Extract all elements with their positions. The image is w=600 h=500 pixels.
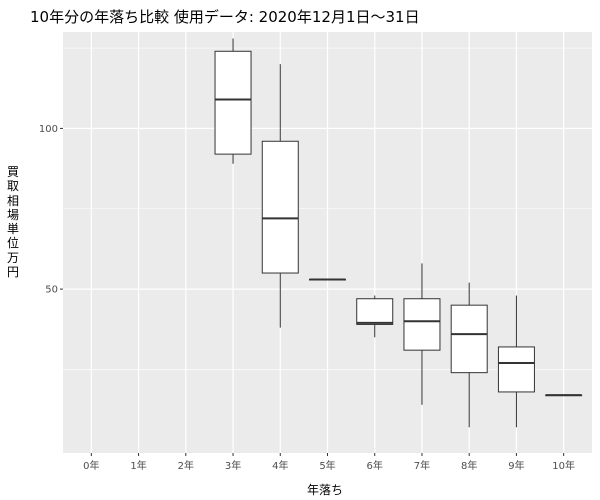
box-9年 bbox=[497, 295, 535, 428]
y-axis-label: 買取相場 単位 万円 bbox=[6, 165, 19, 280]
x-tick-label: 4年 bbox=[272, 459, 288, 472]
box-3年 bbox=[214, 38, 252, 164]
box-body bbox=[403, 298, 441, 351]
box-4年 bbox=[261, 64, 299, 328]
box-body bbox=[261, 140, 299, 274]
box-10年 bbox=[545, 394, 583, 397]
x-tick-label: 5年 bbox=[319, 459, 335, 472]
x-axis: 0年 1年 2年 3年 4年 5年 6年 7年 8年 9年 10年 bbox=[83, 453, 575, 472]
box-body bbox=[356, 298, 394, 325]
box-8年 bbox=[450, 282, 488, 428]
box-body bbox=[497, 346, 535, 393]
x-axis-label: 年落ち bbox=[306, 483, 343, 497]
y-tick-label: 100 bbox=[39, 124, 58, 135]
x-tick-label: 9年 bbox=[508, 459, 524, 472]
x-tick-label: 10年 bbox=[552, 459, 575, 472]
x-tick-label: 2年 bbox=[178, 459, 194, 472]
y-axis: 50 100 bbox=[39, 124, 63, 296]
box-body bbox=[214, 50, 252, 155]
box-7年 bbox=[403, 263, 441, 405]
x-tick-label: 8年 bbox=[461, 459, 477, 472]
chart-title: 10年分の年落ち比較 使用データ: 2020年12月1日～31日 bbox=[30, 8, 420, 26]
y-tick-label: 50 bbox=[45, 285, 58, 296]
x-tick-label: 0年 bbox=[83, 459, 99, 472]
x-tick-label: 6年 bbox=[367, 459, 383, 472]
box-series bbox=[214, 38, 583, 428]
box-5年 bbox=[309, 278, 346, 281]
box-6年 bbox=[356, 295, 394, 338]
x-tick-label: 3年 bbox=[225, 459, 241, 472]
x-tick-label: 7年 bbox=[414, 459, 430, 472]
box-body bbox=[450, 304, 488, 374]
x-tick-label: 1年 bbox=[130, 459, 146, 472]
